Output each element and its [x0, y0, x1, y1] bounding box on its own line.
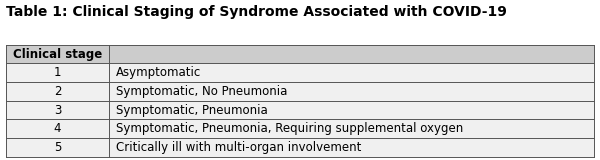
Bar [109, 64, 594, 82]
Text: 3: 3 [54, 104, 61, 117]
Bar [109, 45, 594, 64]
Bar [6, 138, 109, 157]
Bar [6, 101, 109, 120]
Bar [6, 64, 109, 82]
Text: Table 1: Clinical Staging of Syndrome Associated with COVID-19: Table 1: Clinical Staging of Syndrome As… [6, 5, 507, 19]
Bar [109, 120, 594, 138]
Text: Symptomatic, Pneumonia, Requiring supplemental oxygen: Symptomatic, Pneumonia, Requiring supple… [116, 122, 463, 135]
Bar [6, 45, 109, 64]
Bar [6, 120, 109, 138]
Text: 2: 2 [54, 85, 61, 98]
Bar [109, 101, 594, 120]
Text: 4: 4 [54, 122, 61, 135]
Bar [109, 138, 594, 157]
Text: 5: 5 [54, 141, 61, 154]
Bar [6, 82, 109, 101]
Bar [109, 82, 594, 101]
Text: Clinical stage: Clinical stage [13, 48, 103, 61]
Text: Symptomatic, No Pneumonia: Symptomatic, No Pneumonia [116, 85, 287, 98]
Text: Asymptomatic: Asymptomatic [116, 66, 202, 79]
Text: Symptomatic, Pneumonia: Symptomatic, Pneumonia [116, 104, 268, 117]
Text: 1: 1 [54, 66, 61, 79]
Text: Critically ill with multi-organ involvement: Critically ill with multi-organ involvem… [116, 141, 361, 154]
